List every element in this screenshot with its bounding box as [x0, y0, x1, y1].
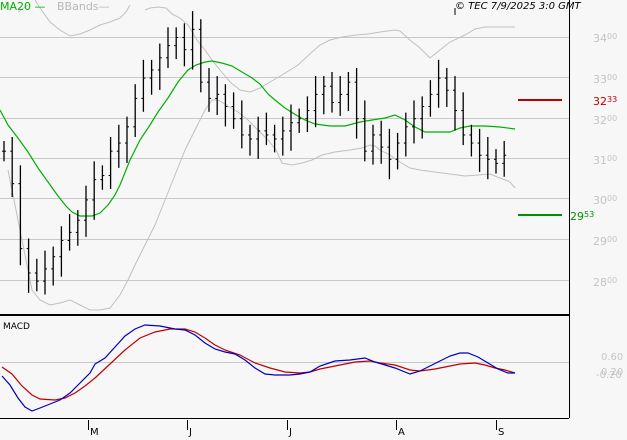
- resistance-label: 3233: [593, 95, 618, 108]
- ma20-line: [0, 60, 516, 217]
- price-tick-label: 3000: [593, 194, 618, 207]
- x-tick-label: M: [90, 427, 99, 438]
- legend-ma20[interactable]: MA20 —: [0, 0, 46, 13]
- macd-tick-label: 0.20: [601, 367, 624, 378]
- price-tick-label: 3100: [593, 154, 618, 167]
- legend-bbands[interactable]: BBands—: [57, 0, 110, 13]
- price-tick-label: 3300: [593, 73, 618, 86]
- price-tick-label: 3400: [593, 32, 618, 45]
- x-tick-label: J: [289, 427, 292, 438]
- copyright-timestamp: © TEC 7/9/2025 3:0 GMT: [455, 1, 581, 12]
- price-tick-label: 2800: [593, 276, 618, 289]
- bollinger-bands: [7, 0, 516, 311]
- macd-tick-label: -0.20: [596, 370, 622, 381]
- x-tick-label: J: [189, 427, 192, 438]
- x-tick-label: A: [398, 427, 405, 438]
- chart-legend: MA20 — BBands—: [0, 0, 110, 14]
- ohlc-bars: [2, 11, 507, 295]
- x-axis-ticks: [88, 420, 497, 430]
- macd-title: MACD: [3, 322, 30, 332]
- macd-line: [1, 324, 515, 412]
- macd-tick-label: 0.60: [601, 352, 624, 363]
- price-tick-label: 3200: [593, 114, 618, 127]
- signal-line: [1, 328, 516, 401]
- x-tick-label: S: [498, 427, 505, 438]
- support-label: 2953: [570, 210, 595, 223]
- price-tick-label: 2900: [593, 235, 618, 248]
